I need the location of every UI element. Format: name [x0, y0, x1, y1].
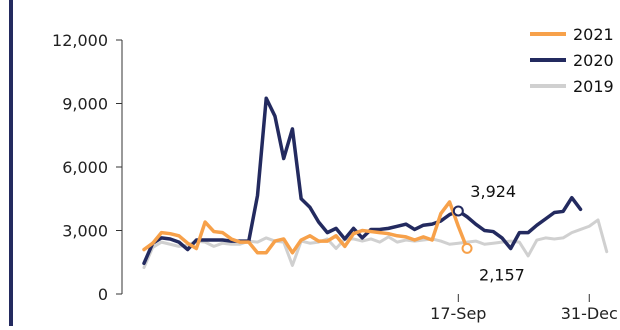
data-label-2020: 3,924 — [470, 182, 516, 201]
data-point-marker-2020 — [452, 205, 464, 217]
x-tick-label: 31-Dec — [561, 304, 618, 323]
y-tick-label: 12,000 — [52, 31, 108, 50]
data-point-marker-2021 — [461, 242, 473, 254]
legend-label-2019: 2019 — [573, 77, 614, 96]
legend-label-2020: 2020 — [573, 51, 614, 70]
data-label-2021: 2,157 — [479, 265, 525, 284]
y-tick-label: 6,000 — [62, 158, 108, 177]
series-line-2021 — [142, 200, 469, 255]
x-tick-label: 17-Sep — [430, 304, 486, 323]
legend-label-2021: 2021 — [573, 25, 614, 44]
series-line-2019 — [142, 218, 609, 270]
y-tick-label: 3,000 — [62, 222, 108, 241]
y-tick-label: 0 — [98, 285, 108, 304]
y-tick-label: 9,000 — [62, 95, 108, 114]
frame-accent-bar — [9, 0, 13, 326]
series-line-2020 — [142, 96, 583, 266]
